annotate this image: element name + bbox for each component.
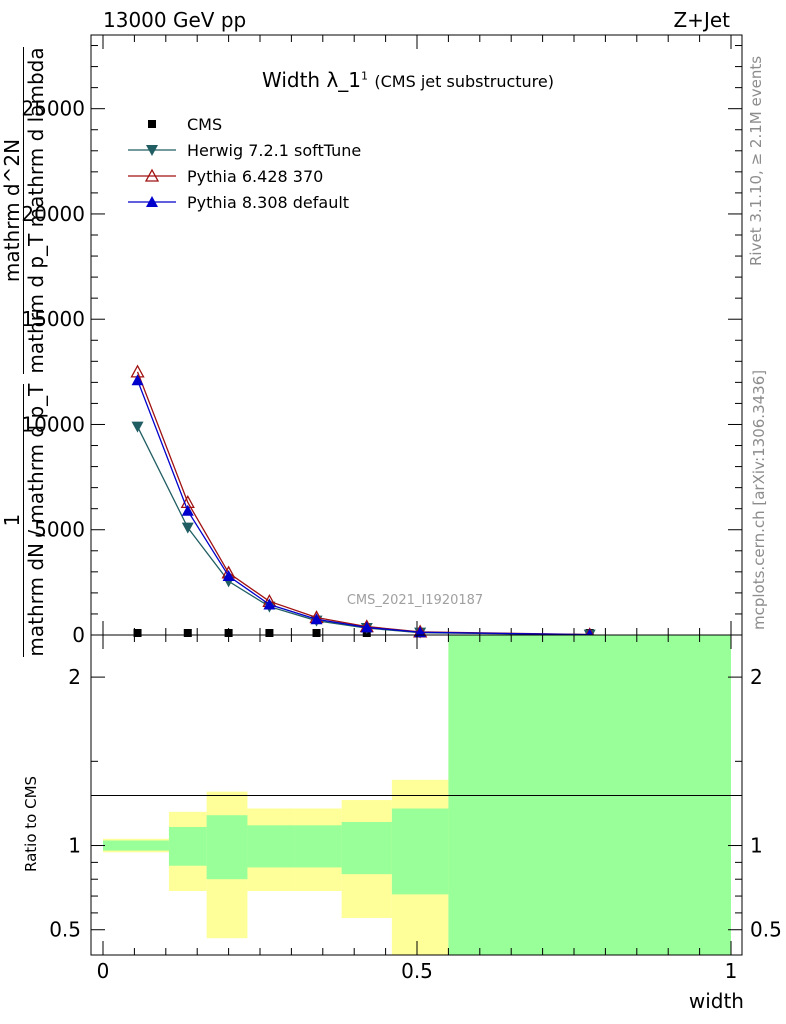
y-tick-label: 25000 [21, 97, 85, 121]
legend-label: Herwig 7.2.1 softTune [187, 141, 361, 160]
ratio-y-tick-label: 1 [68, 834, 81, 858]
main-y-axis-label: 1 mathrm dN / mathrm d p_T mathrm d^2N m… [0, 37, 64, 667]
cms-data-point [224, 629, 233, 637]
ratio-plot-panel: 0.5 0.51 12 2 0 0.5 1 [49, 634, 782, 983]
ratio-y-axis: 0.5 0.5 1 1 2 2 [49, 665, 782, 942]
main-plot-panel: 0 5000 10000 15000 20000 25000 CMS_2021_I1920… [21, 34, 743, 647]
y-label-prefactor-num: 1 [0, 513, 24, 527]
chart-title-superscript: 1 [361, 69, 369, 83]
legend-label: CMS [187, 115, 222, 134]
chart-title-main: Width λ_1 [262, 68, 362, 92]
y-tick-label: 5000 [34, 518, 85, 542]
inner-band-bin [391, 808, 449, 895]
cms-data-point [183, 629, 192, 637]
legend-label: Pythia 8.308 default [187, 193, 349, 212]
chart-title: Width λ_11 (CMS jet substructure) [262, 68, 554, 92]
x-axis-label: width [688, 989, 744, 1013]
rivet-version-label: Rivet 3.1.10, ≥ 2.1M events [747, 55, 765, 266]
cms-data-point [148, 120, 156, 128]
x-tick-label: 0 [97, 959, 110, 983]
energy-label: 13000 GeV pp [103, 8, 247, 32]
cms-data-point [133, 629, 142, 637]
ratio-y-tick-label: 2 [68, 665, 81, 689]
ratio-y-tick-label-right: 1 [750, 834, 763, 858]
ratio-x-axis: 0 0.5 1 [97, 635, 738, 983]
pythia8-point [131, 374, 144, 386]
legend: CMS Herwig 7.2.1 softTune Pythia 6.428 370… [128, 115, 361, 212]
inner-band-bin [294, 825, 342, 868]
x-tick-label: 0.5 [401, 959, 433, 983]
pythia8-point [146, 196, 158, 207]
y-tick-label: 15000 [21, 307, 85, 331]
inner-band-bin [103, 840, 169, 851]
pythia8-point [263, 598, 276, 610]
y-tick-label: 20000 [21, 202, 85, 226]
herwig-point [146, 145, 158, 156]
legend-label: Pythia 6.428 370 [187, 167, 323, 186]
y-label-den: mathrm d p_T mathrm d lambda [23, 47, 48, 374]
y-label-num: mathrm d^2N [0, 138, 24, 283]
herwig-point [181, 522, 194, 534]
ratio-y-tick-label: 0.5 [49, 918, 81, 942]
process-label: Z+Jet [673, 8, 730, 32]
y-label-prefactor-den: mathrm dN / mathrm d p_T [23, 383, 48, 657]
cms-data-point [312, 629, 321, 637]
pythia8-point [360, 621, 373, 633]
inner-band-bin [206, 815, 248, 880]
mcplots-label: mcplots.cern.ch [arXiv:1306.3436] [750, 369, 768, 630]
pythia8-point [310, 613, 323, 625]
ratio-y-tick-label-right: 2 [750, 665, 763, 689]
ratio-y-tick-label-right: 0.5 [750, 918, 782, 942]
main-series-group [130, 364, 597, 641]
chart-subtitle: (CMS jet substructure) [374, 72, 554, 91]
x-tick-label: 1 [725, 959, 738, 983]
inner-band-bin [247, 825, 295, 868]
pythia6-point [144, 168, 160, 182]
herwig-point [131, 421, 144, 433]
cms-data-point [265, 629, 274, 637]
pythia8-point [181, 504, 194, 516]
series-3 [131, 374, 596, 640]
analysis-watermark: CMS_2021_I1920187 [347, 593, 483, 608]
y-tick-label: 10000 [21, 412, 85, 436]
main-y-axis: 0 5000 10000 15000 20000 25000 [21, 45, 742, 647]
ratio-y-axis-label: Ratio to CMS [22, 775, 40, 872]
y-tick-label: 0 [72, 623, 85, 647]
series-line [136, 380, 590, 636]
inner-band-bin [341, 821, 392, 875]
inner-band-bin [168, 827, 207, 866]
pythia8-point [222, 570, 235, 582]
